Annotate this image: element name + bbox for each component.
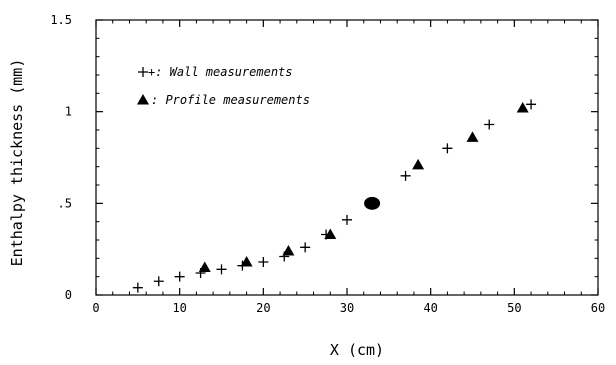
profile-measurement-point bbox=[412, 158, 425, 170]
ticks: 0 10 20 30 40 50 60 0 .5 1 1.5 bbox=[50, 13, 605, 315]
wall-measurement-point bbox=[132, 282, 143, 293]
y-tick-label: 1 bbox=[65, 105, 72, 119]
x-tick-label: 30 bbox=[340, 301, 354, 315]
legend-label-profile: : Profile measurements bbox=[151, 93, 310, 107]
legend-plus-icon bbox=[138, 67, 148, 77]
x-tick-label: 60 bbox=[591, 301, 605, 315]
wall-measurement-point bbox=[174, 271, 185, 282]
profile-measurement-point bbox=[516, 102, 529, 113]
wall-measurement-point bbox=[342, 214, 352, 225]
axes bbox=[95, 19, 599, 296]
wall-measurement-point bbox=[400, 170, 411, 181]
wall-measurement-point bbox=[442, 143, 453, 154]
x-axis-title: X (cm) bbox=[330, 341, 384, 359]
wall-measurement-point bbox=[526, 99, 537, 110]
wall-measurement-point bbox=[153, 276, 164, 287]
legend-triangle-icon bbox=[137, 94, 149, 105]
profile-measurement-point bbox=[282, 245, 295, 256]
profile-measurement-point bbox=[324, 228, 337, 239]
profile-measurement-point bbox=[466, 131, 479, 142]
wall-measurement-point bbox=[300, 242, 311, 253]
profile-measurement-point bbox=[240, 256, 253, 267]
x-tick-label: 20 bbox=[256, 301, 270, 315]
x-tick-label: 0 bbox=[92, 301, 99, 315]
data-marks bbox=[132, 99, 537, 293]
y-tick-label: 0 bbox=[65, 288, 72, 302]
legend-item-profile: : Profile measurements bbox=[137, 93, 310, 107]
circle-marker-point bbox=[364, 196, 381, 210]
y-tick-label: .5 bbox=[58, 196, 72, 210]
x-tick-label: 10 bbox=[172, 301, 186, 315]
y-axis-title: Enthalpy thickness (mm) bbox=[8, 59, 26, 267]
wall-measurement-point bbox=[484, 119, 495, 130]
wall-measurement-point bbox=[258, 257, 269, 267]
y-tick-label: 1.5 bbox=[50, 13, 72, 27]
legend-label-wall: +: Wall measurements bbox=[148, 65, 293, 79]
x-tick-label: 40 bbox=[423, 301, 437, 315]
legend-item-wall: +: Wall measurements bbox=[138, 65, 293, 79]
plot-frame bbox=[95, 19, 599, 296]
legend: +: Wall measurements : Profile measureme… bbox=[137, 65, 310, 107]
profile-measurement-point bbox=[198, 261, 211, 272]
wall-measurement-point bbox=[216, 264, 227, 275]
x-tick-label: 50 bbox=[507, 301, 521, 315]
